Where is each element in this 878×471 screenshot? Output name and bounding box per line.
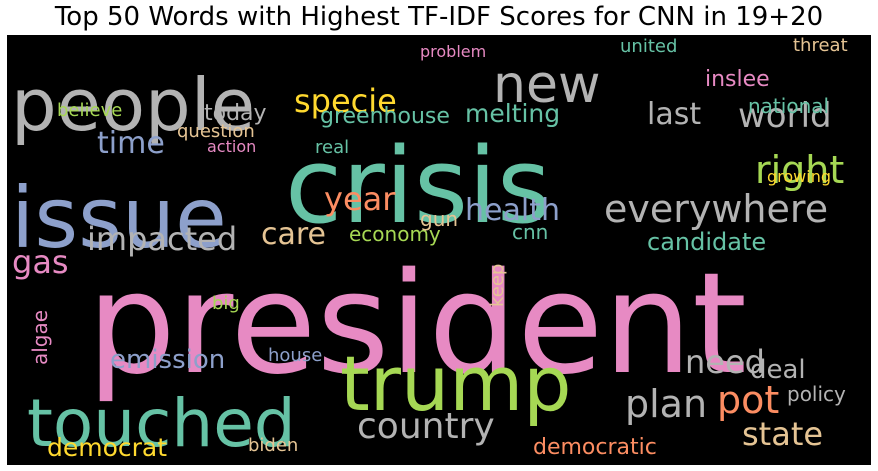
word-cloud: president crisis issue trump people touched ne… xyxy=(7,35,871,465)
word-keep: keep xyxy=(487,264,508,307)
word-touched: touched xyxy=(27,385,296,462)
word-policy: policy xyxy=(787,382,846,406)
word-economy: economy xyxy=(349,222,441,246)
word-impacted: impacted xyxy=(87,220,237,258)
word-pot: pot xyxy=(717,378,779,422)
word-biden: biden xyxy=(248,435,298,456)
word-gun: gun xyxy=(420,207,458,231)
word-candidate: candidate xyxy=(647,228,766,256)
word-president: president xyxy=(87,243,747,406)
word-threat: threat xyxy=(793,35,848,56)
word-everywhere: everywhere xyxy=(604,187,828,231)
word-united: united xyxy=(620,36,677,57)
word-problem: problem xyxy=(420,42,486,61)
word-new: new xyxy=(493,55,600,115)
word-gas: gas xyxy=(12,243,69,281)
word-cnn: cnn xyxy=(512,220,548,244)
word-last: last xyxy=(647,97,701,132)
word-today: today xyxy=(204,101,267,126)
word-real: real xyxy=(315,137,349,158)
word-greenhouse: greenhouse xyxy=(320,104,450,129)
word-year: year xyxy=(324,180,396,218)
chart-title: Top 50 Words with Highest TF-IDF Scores … xyxy=(54,2,824,32)
word-democratic: democratic xyxy=(533,435,657,460)
word-state: state xyxy=(742,415,823,453)
word-people: people xyxy=(11,63,255,147)
word-action: action xyxy=(207,137,256,156)
word-melting: melting xyxy=(465,99,560,128)
word-national: national xyxy=(748,94,829,118)
word-country: country xyxy=(357,406,495,447)
word-crisis: crisis xyxy=(285,125,551,247)
word-algae: algae xyxy=(28,310,52,365)
word-issue: issue xyxy=(11,169,227,267)
word-emission: emission xyxy=(110,345,225,375)
word-question: question xyxy=(177,121,255,142)
word-right: right xyxy=(755,148,844,192)
word-time: time xyxy=(97,126,165,161)
word-trump: trump xyxy=(340,339,572,428)
word-growing: growing xyxy=(767,167,831,186)
word-believe: believe xyxy=(57,100,122,121)
word-need: need xyxy=(685,343,765,381)
word-health: health xyxy=(465,193,560,228)
word-specie: specie xyxy=(294,82,397,120)
word-deal: deal xyxy=(750,355,806,385)
word-democrat: democrat xyxy=(47,433,167,462)
word-big: big xyxy=(212,293,240,314)
word-world: world xyxy=(738,96,832,136)
word-care: care xyxy=(261,217,326,252)
word-plan: plan xyxy=(625,382,707,426)
word-house: house xyxy=(268,345,322,366)
word-inslee: inslee xyxy=(705,67,770,92)
